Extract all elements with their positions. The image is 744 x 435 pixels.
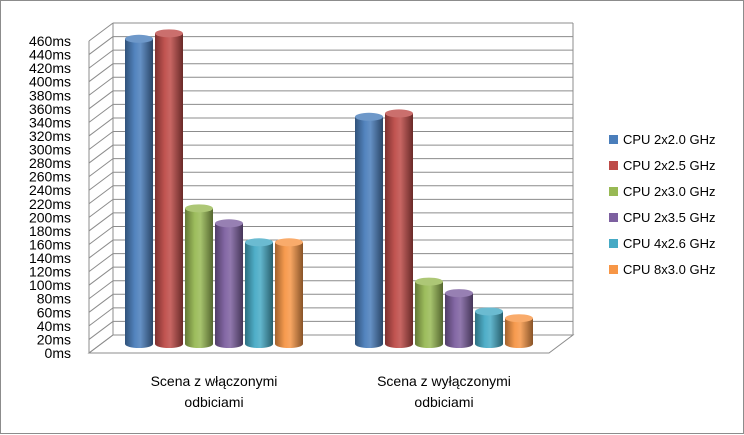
- bar-cpu-2x3-0-ghz-cat2: [415, 281, 443, 348]
- y-tick-label: 20ms: [37, 331, 71, 347]
- y-tick-label: 120ms: [29, 264, 71, 280]
- bar-cpu-8x3-0-ghz-cat1: [275, 242, 303, 348]
- gridline-side: [88, 158, 114, 178]
- bar-cpu-2x2-5-ghz-cat2: [385, 113, 413, 349]
- chart-floor: [87, 334, 575, 354]
- bar-cpu-2x3-5-ghz-cat1: [215, 223, 243, 348]
- bar-top-cpu-2x2-5-ghz-cat1: [155, 29, 183, 38]
- gridline-side: [88, 22, 114, 42]
- y-tick-label: 0ms: [45, 345, 71, 361]
- bar-top-cpu-2x3-5-ghz-cat1: [215, 219, 243, 228]
- bar-cpu-2x2-0-ghz-cat1: [125, 38, 153, 349]
- legend-label: CPU 8x3.0 GHz: [623, 262, 715, 277]
- bar-top-cpu-2x2-5-ghz-cat2: [385, 109, 413, 118]
- y-tick-label: 80ms: [37, 291, 71, 307]
- y-tick-label: 240ms: [29, 182, 71, 198]
- gridline-side: [88, 280, 114, 300]
- bar-top-cpu-8x3-0-ghz-cat2: [505, 314, 533, 323]
- gridline-side: [88, 131, 114, 150]
- gridline-side: [88, 144, 114, 164]
- gridline-side: [88, 76, 114, 96]
- y-tick-label: 420ms: [29, 60, 71, 76]
- category-label: odbiciami: [184, 394, 243, 410]
- y-tick-label: 40ms: [37, 318, 71, 334]
- gridline-side: [88, 36, 114, 55]
- y-tick-label: 160ms: [29, 236, 71, 252]
- bar-cpu-4x2-6-ghz-cat2: [475, 311, 503, 348]
- gridline-side: [88, 49, 114, 69]
- bar-cpu-2x2-5-ghz-cat1: [155, 33, 183, 349]
- bar-cpu-2x2-0-ghz-cat2: [355, 116, 383, 348]
- y-tick-label: 260ms: [29, 169, 71, 185]
- bar-top-cpu-4x2-6-ghz-cat2: [475, 307, 503, 316]
- gridline-side: [88, 90, 114, 110]
- y-tick-label: 200ms: [29, 209, 71, 225]
- gridline-side: [88, 239, 114, 259]
- y-tick-label: 460ms: [29, 33, 71, 49]
- gridline-side: [88, 253, 114, 273]
- bar-top-cpu-2x3-5-ghz-cat2: [445, 289, 473, 298]
- gridline-side: [88, 266, 114, 286]
- y-tick-label: 140ms: [29, 250, 71, 266]
- gridline-side: [88, 63, 114, 83]
- y-tick-label: 220ms: [29, 196, 71, 212]
- y-tick-label: 280ms: [29, 155, 71, 171]
- gridline-side: [88, 321, 114, 340]
- category-label: Scena z włączonymi: [151, 373, 278, 389]
- bar-cpu-8x3-0-ghz-cat2: [505, 318, 533, 348]
- gridline-side: [88, 307, 114, 327]
- legend-label: CPU 2x2.0 GHz: [623, 132, 715, 147]
- y-tick-label: 320ms: [29, 128, 71, 144]
- bar-top-cpu-2x3-0-ghz-cat1: [185, 204, 213, 213]
- bar-top-cpu-4x2-6-ghz-cat1: [245, 238, 273, 247]
- legend-swatch: [609, 239, 618, 248]
- legend-swatch: [609, 213, 618, 222]
- y-tick-label: 60ms: [37, 304, 71, 320]
- bar-top-cpu-8x3-0-ghz-cat1: [275, 238, 303, 247]
- bar-cpu-2x3-5-ghz-cat2: [445, 293, 473, 348]
- bar-top-cpu-2x2-0-ghz-cat1: [125, 34, 153, 43]
- gridline-side: [88, 198, 114, 218]
- legend-label: CPU 2x3.0 GHz: [623, 184, 715, 199]
- bar-top-cpu-2x2-0-ghz-cat2: [355, 112, 383, 121]
- gridline-side: [88, 103, 114, 123]
- gridline-side: [88, 185, 114, 205]
- legend-label: CPU 4x2.6 GHz: [623, 236, 715, 251]
- gridline-side: [88, 226, 114, 245]
- bar-cpu-4x2-6-ghz-cat1: [245, 242, 273, 348]
- legend-label: CPU 2x2.5 GHz: [623, 158, 715, 173]
- y-tick-label: 380ms: [29, 87, 71, 103]
- y-tick-label: 360ms: [29, 101, 71, 117]
- legend-swatch: [609, 135, 618, 144]
- y-tick-label: 440ms: [29, 47, 71, 63]
- y-tick-label: 300ms: [29, 142, 71, 158]
- legend-swatch: [609, 161, 618, 170]
- gridline-side: [88, 117, 114, 137]
- bar-cpu-2x3-0-ghz-cat1: [185, 208, 213, 348]
- bar-top-cpu-2x3-0-ghz-cat2: [415, 277, 443, 286]
- category-label: Scena z wyłączonymi: [377, 373, 511, 389]
- legend-swatch: [609, 187, 618, 196]
- legend-label: CPU 2x3.5 GHz: [623, 210, 715, 225]
- gridline-side: [88, 293, 114, 313]
- y-tick-label: 180ms: [29, 223, 71, 239]
- y-tick-label: 340ms: [29, 114, 71, 130]
- legend-swatch: [609, 265, 618, 274]
- y-tick-label: 100ms: [29, 277, 71, 293]
- gridline-side: [88, 171, 114, 191]
- y-tick-label: 400ms: [29, 74, 71, 90]
- gridline-side: [88, 212, 114, 232]
- category-label: odbiciami: [414, 394, 473, 410]
